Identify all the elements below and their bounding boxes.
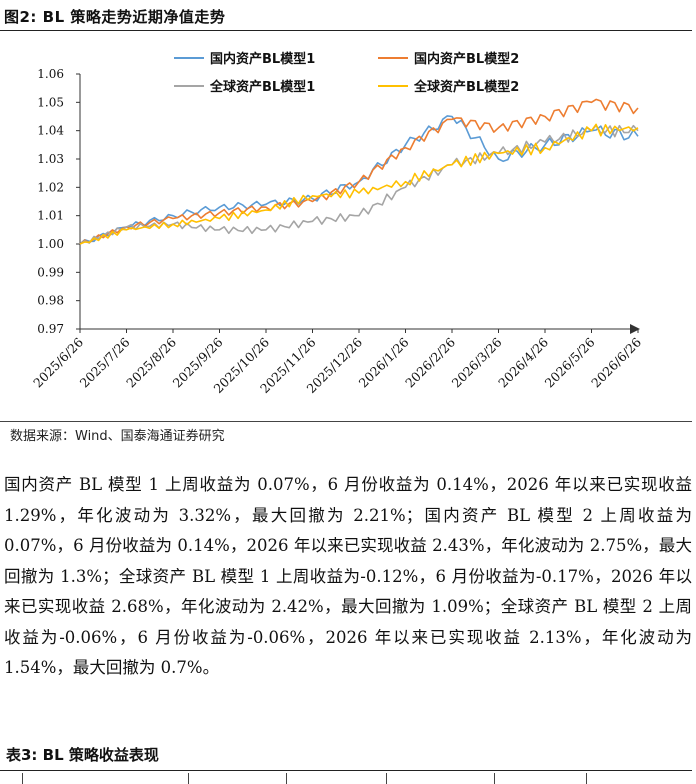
table-col-divider [22,773,23,784]
y-tick-label: 1.05 [37,95,64,109]
table-col-divider [494,773,495,784]
x-tick-label: 2026/6/26 [588,334,644,390]
table-header-stub [0,773,692,784]
series-line-1 [79,115,639,245]
top-rule [0,30,692,31]
legend-label: 全球资产BL模型2 [413,79,519,95]
x-axis-arrow-icon [630,324,640,334]
table-col-divider [188,773,189,784]
y-tick-label: 1.00 [37,237,64,251]
table-top-rule [0,770,692,771]
series-line-2 [79,98,639,245]
nav-line-chart: 0.97 0.98 0.99 1.00 1.01 1.02 1.03 1.04 1.05 1.06… [0,32,696,420]
legend-label: 全球资产BL模型1 [209,79,315,95]
chart-svg: 0.97 0.98 0.99 1.00 1.01 1.02 1.03 1.04 1.05 1.06… [30,51,644,396]
table-title: 表3: BL 策略收益表现 [6,746,159,764]
y-tick-label: 1.02 [37,180,64,194]
figure-title: 图2: BL 策略走势近期净值走势 [4,8,226,26]
source-rule [0,421,692,422]
data-source-note: 数据来源：Wind、国泰海通证券研究 [10,429,225,444]
table-col-divider [386,773,387,784]
y-tick-label: 0.98 [37,294,64,308]
legend-label: 国内资产BL模型2 [414,51,519,67]
series-line-4 [79,123,639,245]
y-tick-label: 0.97 [37,322,64,336]
table-col-divider [586,773,587,784]
legend-label: 国内资产BL模型1 [210,51,315,67]
y-tick-label: 1.01 [37,209,64,223]
y-tick-label: 1.06 [37,67,64,81]
y-tick-label: 1.03 [37,152,64,166]
table-col-divider [286,773,287,784]
y-tick-label: 1.04 [37,124,64,138]
performance-paragraph: 国内资产 BL 模型 1 上周收益为 0.07%，6 月份收益为 0.14%，2… [4,475,692,677]
y-tick-label: 0.99 [37,265,64,279]
